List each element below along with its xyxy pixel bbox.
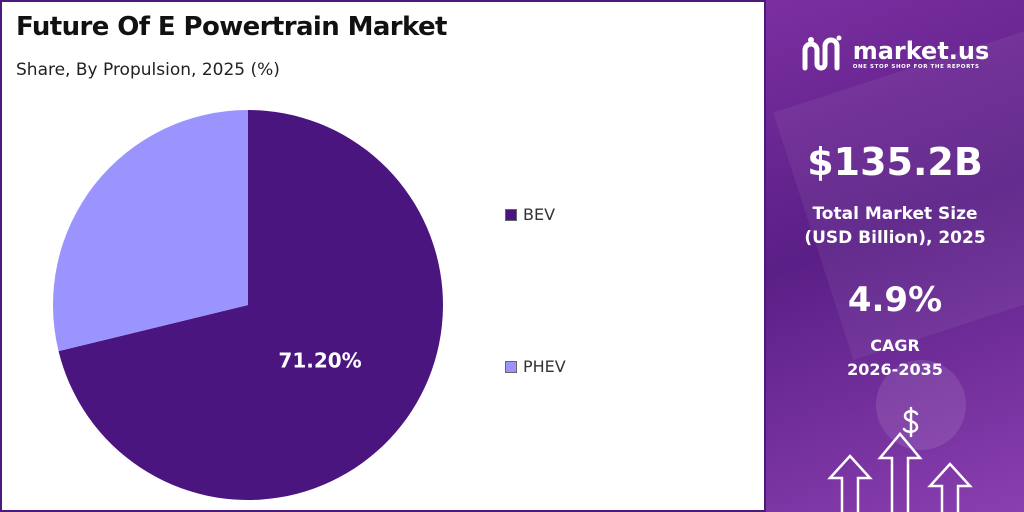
chart-subtitle: Share, By Propulsion, 2025 (%) <box>16 60 280 80</box>
legend-swatch-phev <box>505 360 517 373</box>
brand-tagline: ONE STOP SHOP FOR THE REPORTS <box>852 64 980 70</box>
data-label-bev: 71.20% <box>278 349 361 373</box>
chart-title: Future Of E Powertrain Market <box>16 12 447 42</box>
cagr-label-line2: 2026-2035 <box>847 360 943 379</box>
chart-panel: Future Of E Powertrain Market Share, By … <box>0 0 766 512</box>
cagr-label: CAGR 2026-2035 <box>766 334 1024 382</box>
legend-label-phev: PHEV <box>523 357 566 376</box>
market-size-label: Total Market Size (USD Billion), 2025 <box>766 202 1024 250</box>
legend-item-phev: PHEV <box>505 357 566 376</box>
growth-arrows-icon <box>827 432 973 512</box>
background-circle <box>876 360 966 450</box>
market-size-label-line2: (USD Billion), 2025 <box>804 228 986 248</box>
brand-logo: market.us ONE STOP SHOP FOR THE REPORTS <box>766 34 1024 74</box>
dollar-icon <box>902 406 919 438</box>
market-size-value: $135.2B <box>807 140 983 184</box>
legend-swatch-bev <box>505 208 517 221</box>
market-us-logo-icon <box>802 35 842 71</box>
cagr-value: 4.9% <box>847 280 943 320</box>
pie-slice-phev <box>52 110 248 352</box>
brand-name: market.us <box>852 37 990 65</box>
pie-chart: 71.20% <box>52 110 444 500</box>
summary-panel: market.us ONE STOP SHOP FOR THE REPORTS … <box>766 0 1024 512</box>
legend-label-bev: BEV <box>523 205 556 224</box>
cagr-label-line1: CAGR <box>870 336 920 355</box>
pie-slice-bev <box>58 110 444 500</box>
legend-item-bev: BEV <box>505 205 555 224</box>
market-size-label-line1: Total Market Size <box>812 204 978 224</box>
